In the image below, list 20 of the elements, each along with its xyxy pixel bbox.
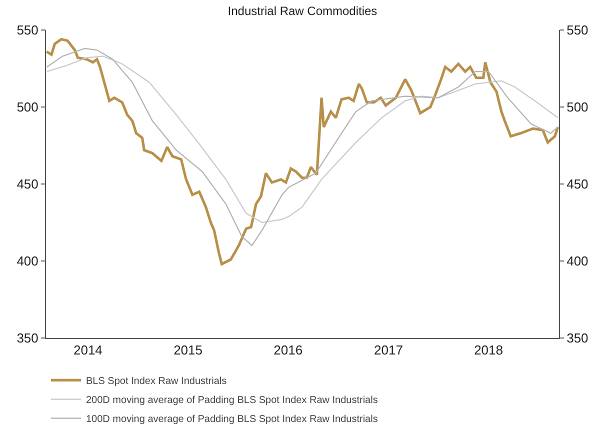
y2-tick-label: 500 [566, 100, 588, 115]
legend-label: 200D moving average of Padding BLS Spot Index Raw Industrials [86, 395, 378, 406]
line-series [46, 56, 558, 224]
y2-tick-label: 350 [566, 330, 588, 346]
x-tick-label: 2017 [374, 342, 403, 358]
y2-tick-label: 550 [566, 22, 588, 38]
x-tick-label: 2015 [174, 342, 202, 358]
legend-label: 100D moving average of Padding BLS Spot Index Raw Industrials [86, 414, 378, 426]
x-tick-label: 2018 [474, 342, 503, 358]
x-tick-label: 2016 [274, 342, 303, 358]
legend-label: BLS Spot Index Raw Industrials [86, 376, 227, 388]
y-tick-label: 500 [16, 100, 38, 115]
y2-tick-label: 450 [566, 176, 588, 192]
chart-title: Industrial Raw Commodities [228, 4, 378, 18]
y2-tick-label: 400 [566, 254, 588, 269]
x-tick-label: 2014 [73, 342, 102, 358]
y-tick-label: 350 [16, 330, 38, 346]
y-tick-label: 400 [16, 254, 38, 269]
y-tick-label: 450 [16, 176, 38, 192]
y-tick-label: 550 [16, 22, 38, 38]
